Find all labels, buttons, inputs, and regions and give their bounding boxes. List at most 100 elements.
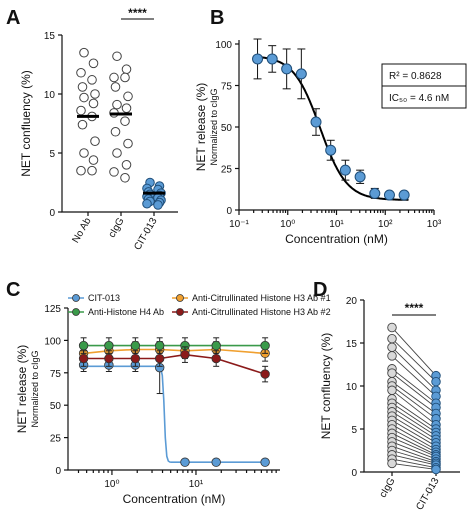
panel-d-pair-line: [391, 407, 437, 437]
panel-b-ytick-label: 100: [215, 40, 232, 51]
panel-b-xtick-label: 10⁰: [280, 219, 295, 230]
panel-a-point: [121, 160, 132, 170]
panel-label-d: D: [313, 279, 327, 301]
panel-a-point: [76, 165, 86, 176]
panel-d-point-cit013: [431, 464, 441, 475]
panel-c-series-line: [83, 365, 266, 463]
panel-c-point: [104, 353, 114, 364]
panel-a-point: [88, 98, 99, 109]
panel-d-pair-line: [391, 372, 437, 408]
panel-c-ytick-label: 50: [50, 401, 62, 412]
panel-d-point-cigg: [387, 368, 397, 378]
panel-c-point: [78, 340, 89, 351]
panel-b-ylabel-sub: Normalized to cIgG: [209, 88, 219, 165]
panel-d-ytick-label: 0: [351, 468, 357, 479]
panel-d-pair-line: [391, 411, 437, 440]
panel-c-point: [154, 340, 165, 351]
panel-a-point: [87, 165, 97, 176]
panel-a-point: [79, 148, 89, 158]
panel-b-point: [398, 189, 410, 201]
panel-b-xlabel: Concentration (nM): [285, 232, 388, 246]
panel-b-point: [339, 164, 351, 176]
panel-a-point: [109, 72, 119, 83]
panel-d-significance: ****: [405, 301, 424, 315]
panel-b-point: [252, 53, 264, 65]
panel-b-point: [295, 68, 307, 80]
panel-c-point: [130, 353, 141, 364]
panel-a-significance: ****: [128, 6, 147, 20]
panel-a-point: [87, 75, 97, 85]
panel-d-pair-line: [391, 415, 437, 444]
panel-d-xtick-label: cIgG: [378, 476, 398, 500]
panel-a-point: [76, 105, 86, 116]
panel-a-ytick-label: 15: [44, 31, 56, 42]
panel-c-xlabel: Concentration (nM): [123, 492, 226, 506]
panel-d-pair-line: [391, 346, 437, 391]
panel-b-xtick-label: 10¹: [329, 219, 344, 230]
panel-d-pair-line: [391, 338, 437, 383]
panel-c-ylabel: NET release (%): [15, 345, 29, 433]
panel-a-point: [77, 82, 88, 92]
panel-b-ic50-text: IC₅₀ = 4.6 nM: [389, 93, 449, 104]
panel-d-pair-line: [391, 327, 437, 376]
panel-a-point: [109, 167, 119, 177]
panel-c-axes: [67, 308, 280, 471]
panel-c-ytick-label: 0: [55, 466, 61, 477]
panel-d-pair-line: [391, 450, 437, 464]
panel-d-pair-line: [391, 389, 437, 426]
panel-c-point: [154, 353, 165, 364]
panel-d-xtick-label: CIT-013: [414, 476, 442, 513]
panel-a-point: [88, 58, 99, 69]
panel-b-xtick-label: 10²: [378, 219, 393, 230]
panel-d-pair-line: [391, 445, 437, 463]
panel-a-xtick-label: No Ab: [70, 216, 93, 245]
panel-c-legend-marker: [72, 308, 80, 316]
panel-d-pair-line: [391, 402, 437, 433]
panel-a-point: [88, 155, 99, 165]
panel-a-point: [90, 136, 100, 146]
panel-c-point: [180, 457, 190, 467]
panel-a-point: [120, 72, 130, 83]
panel-c-point: [211, 353, 221, 364]
panel-d-ytick-label: 20: [346, 296, 358, 307]
panel-a-point: [77, 119, 88, 130]
panel-c-legend-label: CIT-013: [88, 293, 120, 303]
panel-a-xtick-label: cIgG: [107, 216, 127, 240]
panel-b-xtick-label: 10³: [427, 219, 442, 230]
panel-a-ytick-label: 5: [49, 149, 55, 160]
panel-b-point: [369, 187, 381, 199]
panel-d-point-cigg: [387, 385, 397, 396]
panel-b-ylabel: NET release (%): [194, 83, 208, 171]
panel-b-ytick-label: 0: [226, 206, 232, 217]
panel-d-point-cigg: [387, 322, 397, 333]
panel-c-point: [78, 353, 89, 364]
panel-b-xtick-label: 10⁻¹: [229, 219, 249, 230]
panel-a-point: [90, 89, 100, 99]
panel-d-point-cigg: [387, 333, 397, 344]
panel-a-point: [79, 92, 89, 103]
panel-c-point: [211, 340, 221, 351]
panel-c-ylabel-sub: Normalized to cIgG: [30, 350, 40, 427]
panel-d-pair-line: [391, 424, 437, 451]
panel-a-point: [120, 116, 130, 126]
panel-d-point-cigg: [387, 458, 397, 469]
panel-b-ytick-label: 50: [221, 123, 233, 134]
panel-a-point: [110, 82, 121, 92]
panel-a-point: [121, 64, 132, 75]
panel-c-ytick-label: 25: [50, 434, 62, 445]
panel-c-point: [260, 457, 270, 467]
panel-c-legend-marker: [176, 294, 184, 302]
panel-a-point: [123, 138, 133, 149]
panel-d-ytick-label: 10: [346, 382, 358, 393]
panel-b-r2-text: R² = 0.8628: [389, 71, 442, 82]
panel-d-ylabel: NET confluency (%): [319, 333, 333, 439]
panel-b-point: [310, 116, 322, 128]
panel-d-point-cigg: [387, 351, 397, 361]
panel-c-point: [260, 369, 270, 379]
panel-c-legend-label: Anti-Histone H4 Ab: [88, 307, 164, 317]
panel-d-pair-line: [391, 441, 437, 460]
panel-d-pair-line: [391, 381, 437, 414]
panel-d-pair-line: [391, 462, 437, 470]
panel-d-pair-line: [391, 385, 437, 420]
panel-b-ic50-box: [381, 85, 467, 109]
